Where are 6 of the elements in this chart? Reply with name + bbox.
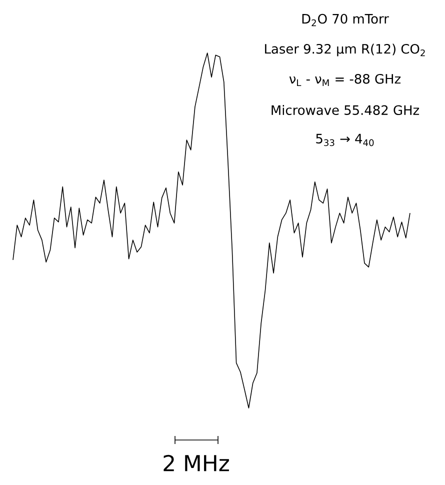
annotation: Microwave 55.482 GHz bbox=[272, 104, 420, 116]
annotation: 5$_{33}$ → 4$_{40}$ bbox=[316, 134, 374, 146]
text: D$_{2}$O 70 mTorr bbox=[302, 14, 389, 26]
annotation: Laser 9.32 μm R(12) CO$_{2}$ bbox=[265, 44, 425, 56]
annotation: ν$_{L}$ - ν$_{M}$ = -88 GHz bbox=[289, 74, 401, 86]
text: 2 MHz bbox=[164, 454, 229, 472]
